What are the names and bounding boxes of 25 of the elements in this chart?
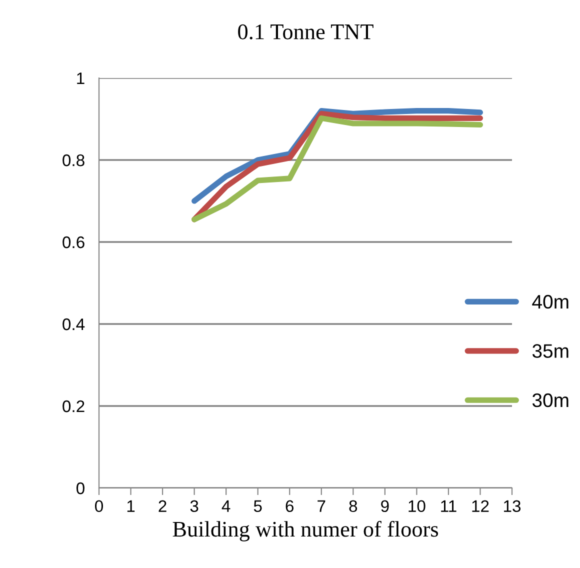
- x-tick-label: 2: [158, 500, 166, 512]
- x-tick-label: 5: [254, 500, 262, 512]
- x-tick-label: 12: [472, 500, 489, 512]
- x-tick-label: 9: [381, 500, 389, 512]
- x-tick-label: 7: [318, 500, 326, 512]
- legend-label: 35m: [532, 344, 568, 358]
- chart-title: 0.1 Tonne TNT: [238, 24, 374, 40]
- y-tick-label: 0: [76, 482, 84, 494]
- x-tick-label: 8: [349, 500, 358, 512]
- y-tick-label: 0.6: [62, 236, 84, 248]
- y-tick-label: 0.2: [62, 400, 84, 412]
- x-tick-label: 4: [222, 500, 230, 512]
- legend-label: 40m: [532, 294, 568, 309]
- legend-label: 30m: [532, 393, 568, 408]
- y-tick-label: 0.8: [62, 154, 84, 166]
- x-tick-label: 1: [127, 500, 135, 512]
- x-axis-title: Building with numer of floors: [172, 520, 438, 542]
- x-tick-label: 10: [408, 500, 426, 512]
- x-tick-label: 13: [504, 500, 521, 512]
- y-tick-label: 1: [77, 72, 84, 84]
- x-tick-label: 3: [190, 500, 198, 512]
- x-tick-label: 6: [286, 500, 294, 512]
- x-tick-label: 0: [95, 500, 103, 512]
- y-tick-label: 0.4: [62, 318, 85, 330]
- x-tick-label: 11: [441, 500, 456, 512]
